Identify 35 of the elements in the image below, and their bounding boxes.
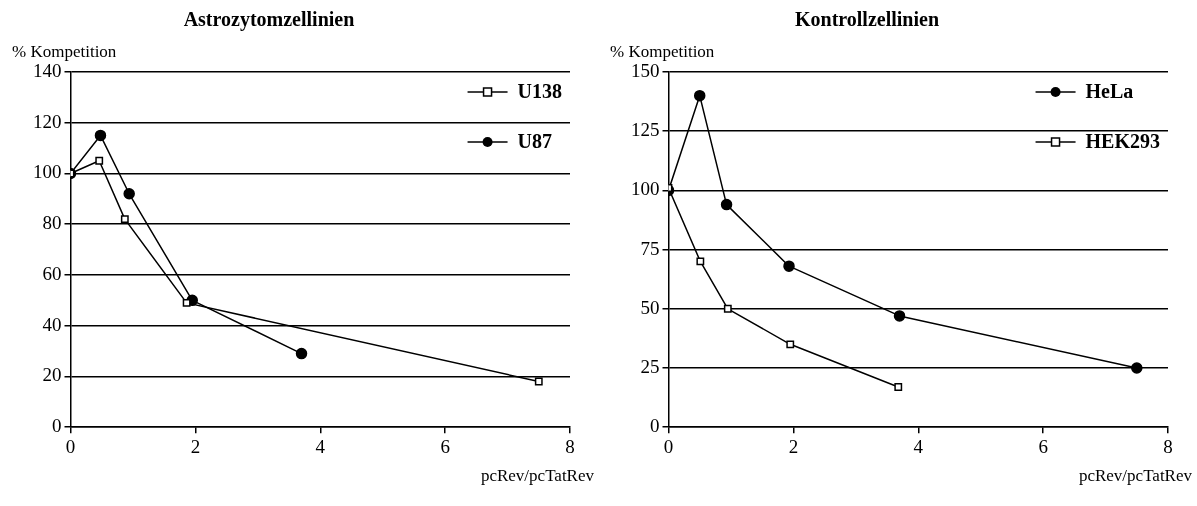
- x-tick-label: 0: [663, 435, 674, 457]
- chart-title: Astrozytomzellinien: [182, 8, 356, 31]
- x-tick-label: 8: [1163, 435, 1173, 457]
- y-tick-label: 100: [631, 178, 660, 200]
- y-axis-title: % Kompetition: [12, 42, 117, 62]
- x-tick-label: 4: [913, 435, 924, 457]
- y-tick-label: 100: [33, 161, 62, 183]
- chart-title: Kontrollzellinien: [793, 8, 941, 31]
- y-tick-label: 20: [42, 364, 62, 386]
- x-tick-label: 0: [65, 435, 76, 457]
- legend-label: U138: [517, 80, 563, 103]
- y-tick-label: 0: [52, 415, 62, 437]
- x-tick-label: 8: [565, 435, 575, 457]
- y-tick-label: 60: [42, 262, 62, 284]
- legend-label: HEK293: [1085, 130, 1160, 153]
- legend-label: HeLa: [1085, 80, 1134, 103]
- y-tick-label: 25: [640, 355, 660, 377]
- x-tick-label: 6: [440, 435, 450, 457]
- y-tick-label: 0: [650, 415, 660, 437]
- y-tick-label: 125: [631, 119, 660, 141]
- x-tick-label: 2: [788, 435, 799, 457]
- y-tick-label: 50: [640, 296, 660, 318]
- y-tick-label: 40: [42, 313, 62, 335]
- y-tick-label: 140: [33, 59, 62, 81]
- legend-label: U87: [517, 130, 553, 153]
- x-tick-label: 4: [315, 435, 326, 457]
- y-axis-title: % Kompetition: [610, 42, 715, 62]
- x-axis-title: pcRev/pcTatRev: [1078, 466, 1192, 486]
- x-tick-label: 2: [190, 435, 201, 457]
- x-axis-title: pcRev/pcTatRev: [480, 466, 594, 486]
- y-tick-label: 75: [640, 237, 660, 259]
- y-tick-label: 120: [33, 110, 62, 132]
- x-tick-label: 6: [1038, 435, 1048, 457]
- y-tick-label: 150: [631, 59, 660, 81]
- y-tick-label: 80: [42, 212, 62, 234]
